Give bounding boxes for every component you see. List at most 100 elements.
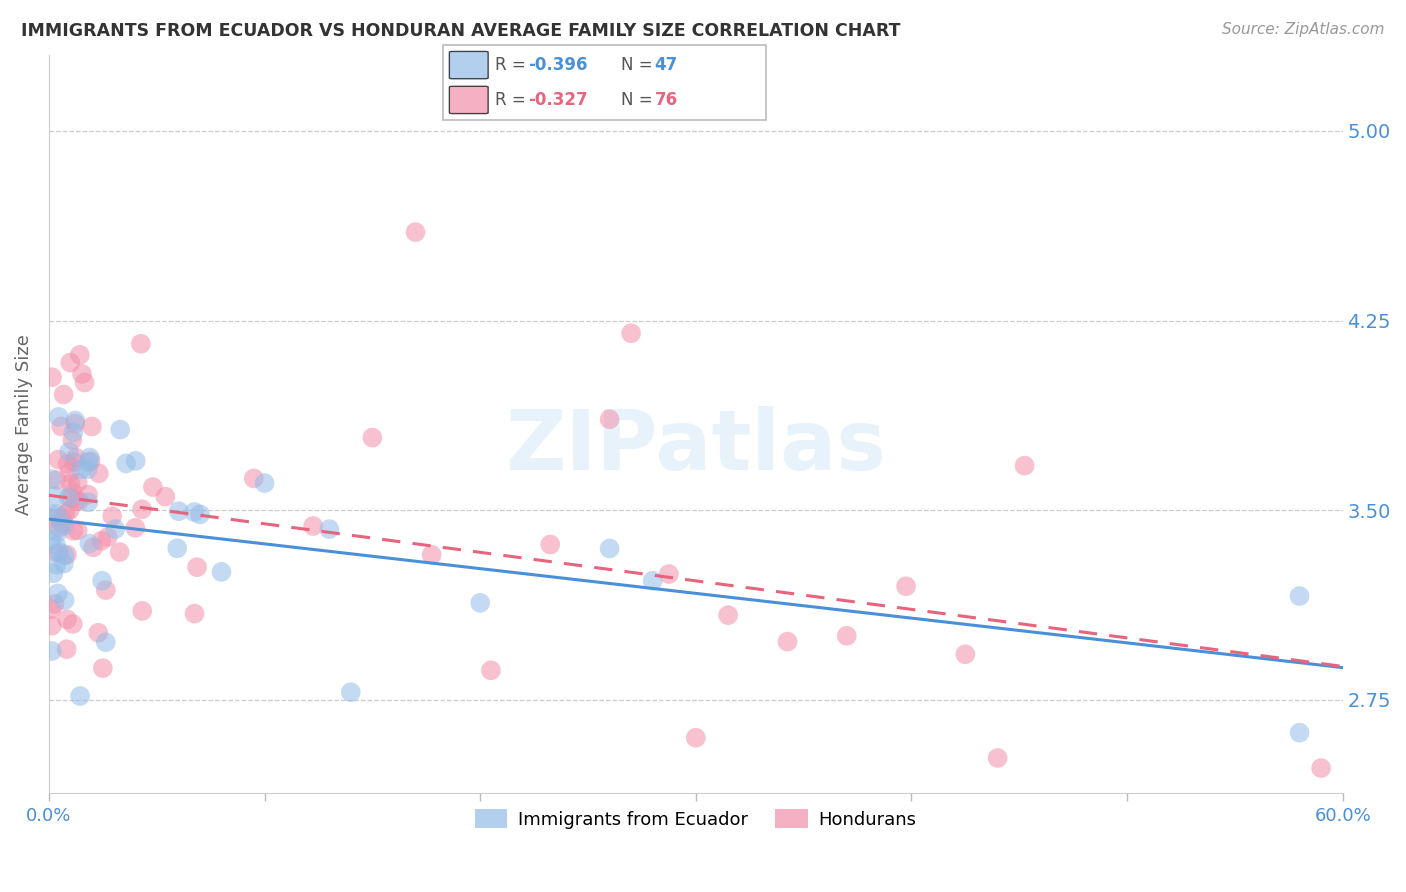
Point <box>49 419 72 434</box>
Point <box>48 545 70 559</box>
Point <box>599 412 621 426</box>
Point <box>77 455 100 469</box>
Point <box>97 530 120 544</box>
Point <box>717 608 740 623</box>
Point <box>73 376 96 390</box>
Point <box>125 454 148 468</box>
Point <box>658 567 681 582</box>
Point <box>131 604 153 618</box>
Point <box>62 524 84 538</box>
Text: -0.327: -0.327 <box>529 91 588 109</box>
Point <box>69 348 91 362</box>
Point <box>835 629 858 643</box>
Point <box>101 509 124 524</box>
Point <box>405 225 427 239</box>
Point <box>776 634 799 648</box>
Point <box>82 541 104 555</box>
Point <box>131 502 153 516</box>
Point <box>53 593 76 607</box>
FancyBboxPatch shape <box>443 45 766 120</box>
Point <box>60 433 83 447</box>
Point <box>48 520 70 534</box>
Point <box>243 471 266 485</box>
Legend: Immigrants from Ecuador, Hondurans: Immigrants from Ecuador, Hondurans <box>468 802 924 836</box>
Point <box>538 537 561 551</box>
Point <box>59 355 82 369</box>
Point <box>87 625 110 640</box>
Point <box>110 423 132 437</box>
Point <box>67 494 90 508</box>
Point <box>53 549 76 563</box>
Point <box>48 409 70 424</box>
Point <box>894 579 917 593</box>
Point <box>41 511 63 525</box>
Point <box>52 557 75 571</box>
Text: 76: 76 <box>655 91 678 109</box>
Point <box>955 647 977 661</box>
Point <box>52 387 75 401</box>
Point <box>167 504 190 518</box>
Point <box>63 455 86 469</box>
Point <box>87 467 110 481</box>
Point <box>186 560 208 574</box>
Point <box>39 507 62 521</box>
Point <box>94 635 117 649</box>
Text: R =: R = <box>495 56 530 74</box>
Text: IMMIGRANTS FROM ECUADOR VS HONDURAN AVERAGE FAMILY SIZE CORRELATION CHART: IMMIGRANTS FROM ECUADOR VS HONDURAN AVER… <box>21 22 901 40</box>
Point <box>115 457 138 471</box>
Text: Source: ZipAtlas.com: Source: ZipAtlas.com <box>1222 22 1385 37</box>
Point <box>45 473 67 487</box>
Point <box>41 644 63 658</box>
Point <box>183 607 205 621</box>
Point <box>183 505 205 519</box>
Point <box>60 484 83 499</box>
Point <box>41 370 63 384</box>
Point <box>46 546 69 560</box>
Point <box>51 516 73 531</box>
Point <box>39 533 62 547</box>
Point <box>620 326 643 341</box>
Point <box>46 452 69 467</box>
Point <box>361 431 384 445</box>
Point <box>188 508 211 522</box>
Point <box>46 507 69 521</box>
Point <box>685 731 707 745</box>
Text: 47: 47 <box>655 56 678 74</box>
Text: N =: N = <box>621 91 658 109</box>
Point <box>58 444 80 458</box>
Point <box>129 336 152 351</box>
Point <box>641 574 664 588</box>
Point <box>104 522 127 536</box>
Point <box>46 586 69 600</box>
Point <box>79 536 101 550</box>
Point <box>55 506 77 520</box>
Point <box>55 642 77 657</box>
Point <box>124 521 146 535</box>
Point <box>470 596 492 610</box>
Point <box>479 663 502 677</box>
Point <box>91 574 114 588</box>
Point <box>79 454 101 468</box>
Point <box>302 519 325 533</box>
Point <box>94 583 117 598</box>
Point <box>44 489 66 503</box>
Point <box>45 539 67 553</box>
Point <box>77 495 100 509</box>
Point <box>41 618 63 632</box>
Point <box>77 487 100 501</box>
Point <box>1014 458 1036 473</box>
Point <box>1310 761 1333 775</box>
Text: -0.396: -0.396 <box>529 56 588 74</box>
Point <box>42 566 65 581</box>
Point <box>62 617 84 632</box>
Point <box>1288 589 1310 603</box>
Point <box>70 462 93 476</box>
Point <box>63 417 86 431</box>
Point <box>51 510 73 524</box>
Point <box>52 518 75 533</box>
Point <box>39 602 62 616</box>
Point <box>155 490 177 504</box>
Point <box>80 419 103 434</box>
Point <box>79 450 101 465</box>
Point <box>44 597 66 611</box>
